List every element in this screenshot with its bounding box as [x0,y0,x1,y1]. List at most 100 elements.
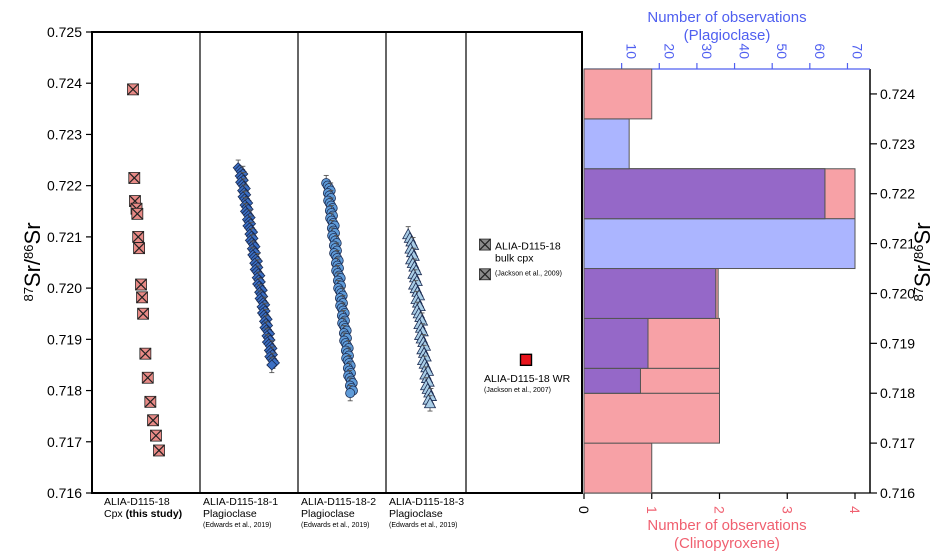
panel-citation: (Edwards et al., 2019) [301,522,369,529]
cpx-point-cross [136,291,148,304]
data-layer [127,68,856,494]
plagioclase-histogram-bar [583,118,630,170]
cpx-point-cross [141,371,154,384]
panel-label: Plagioclase [389,508,443,520]
y-tick-label: 0.720 [47,280,82,296]
cpx-point-cross [135,278,147,291]
axis-title-part: 86 [911,244,926,258]
cpx-histogram-bar [583,68,653,120]
top-tick-label: 50 [774,43,790,59]
cpx-point-cross [139,347,152,360]
bottom-axis-title: (Clinopyroxene) [674,535,780,552]
whole-rock-citation: (Jackson et al., 2007) [484,387,551,394]
top-tick-label-group: 20 [661,43,677,59]
plagioclase-point [266,359,278,371]
right-y-tick-label: 0.717 [880,435,915,451]
y-tick-label: 0.725 [47,24,82,40]
right-y-tick-label: 0.718 [880,385,915,401]
top-tick-label-group: 70 [849,43,865,59]
panel-label: Plagioclase [203,508,257,520]
bottom-axis-title: Number of observations [647,517,806,534]
bottom-tick-label: 2 [712,506,728,514]
right-y-tick-label: 0.719 [880,335,915,351]
cpx-histogram-bar [583,442,653,494]
axis-title-part: Sr/ [20,258,45,287]
y-axis-title-left: 87Sr/86Sr [20,222,45,301]
bulk-cpx-citation: (Jackson et al., 2009) [495,271,562,278]
cpx-point-cross [132,230,145,243]
y-tick-label: 0.724 [47,75,82,91]
top-tick-label: 70 [849,43,865,59]
cpx-point-cross [150,429,162,442]
bottom-tick-label-group: 0 [576,506,592,514]
panel-label-bold: (this study) [126,508,183,520]
overlap-histogram-bar [583,268,717,319]
cpx-point-cross [131,207,144,220]
cpx-histogram-bar [583,392,720,444]
panel-citation: (Edwards et al., 2019) [203,522,271,529]
cpx-point-cross [127,83,139,96]
bottom-tick-label-group: 1 [644,506,660,514]
panel-label: ALIA-D115-18-3 [389,496,464,508]
panel-label: ALIA-D115-18-1 [203,496,278,508]
scatter-frame [91,31,583,494]
top-tick-label: 30 [699,43,715,59]
axis-title-part: 87 [21,287,36,301]
bottom-tick-label: 0 [576,506,592,514]
panel-citation: (Edwards et al., 2019) [389,522,457,529]
axis-title-part: 86 [21,244,36,258]
top-tick-label-group: 10 [624,43,640,59]
axis-title-part: Sr/ [910,258,935,287]
top-tick-label-group: 60 [812,43,828,59]
y-axis-title-right: 87Sr/86Sr [910,222,935,301]
top-axis-title: Number of observations [647,9,806,26]
cpx-point-cross [128,172,141,184]
panel-label: Plagioclase [301,508,355,520]
top-tick-label: 10 [624,43,640,59]
axis-title-text: 87Sr/86Sr [910,222,935,301]
overlap-histogram-bar [583,367,641,394]
axis-title-text: 87Sr/86Sr [20,222,45,301]
cpx-point-cross [147,414,159,427]
y-tick-label: 0.721 [47,229,82,245]
bottom-tick-label-group: 4 [847,506,863,514]
bulk-cpx-point-cross [479,238,491,251]
cpx-point-cross [144,395,157,408]
bottom-tick-label: 4 [847,506,863,514]
axis-title-part: 87 [911,287,926,301]
bottom-tick-label-group: 3 [779,506,795,514]
right-y-tick-label: 0.722 [880,186,915,202]
overlap-histogram-bar [583,168,826,220]
y-tick-label: 0.718 [47,383,82,399]
panel-label: ALIA-D115-18-2 [301,496,376,508]
axis-title-part: Sr [20,222,45,244]
axis-title-part: Sr [910,222,935,244]
bottom-tick-label: 1 [644,506,660,514]
panel-label: ALIA-D115-18 [104,496,170,508]
bottom-tick-label-group: 2 [712,506,728,514]
right-y-tick-label: 0.720 [880,285,915,301]
right-y-tick-label: 0.724 [880,86,915,102]
y-tick-label: 0.717 [47,434,82,450]
whole-rock-label: ALIA-D115-18 WR [484,373,571,385]
cpx-point-cross [133,242,146,255]
panel-label: Cpx (this study) [104,508,182,520]
bulk-cpx-label: ALIA-D115-18 [495,241,561,253]
y-tick-label: 0.722 [47,178,82,194]
cpx-point-cross [137,307,150,320]
overlap-histogram-bar [583,317,649,369]
top-tick-label: 40 [737,43,753,59]
right-y-tick-label: 0.721 [880,236,915,252]
bulk-cpx-label: bulk cpx [495,253,534,265]
top-tick-label-group: 50 [774,43,790,59]
whole-rock-point [519,353,533,367]
bulk-cpx-point-cross [479,268,491,281]
top-tick-label-group: 40 [737,43,753,59]
plagioclase-point [345,388,356,399]
top-tick-label: 60 [812,43,828,59]
y-tick-label: 0.719 [47,331,82,347]
plagioclase-histogram-bar [583,218,856,270]
top-tick-label: 20 [661,43,677,59]
text-layer: 0.716 0.717 0.718 0.719 0.720 0.721 0.722 0.723… [20,9,935,552]
